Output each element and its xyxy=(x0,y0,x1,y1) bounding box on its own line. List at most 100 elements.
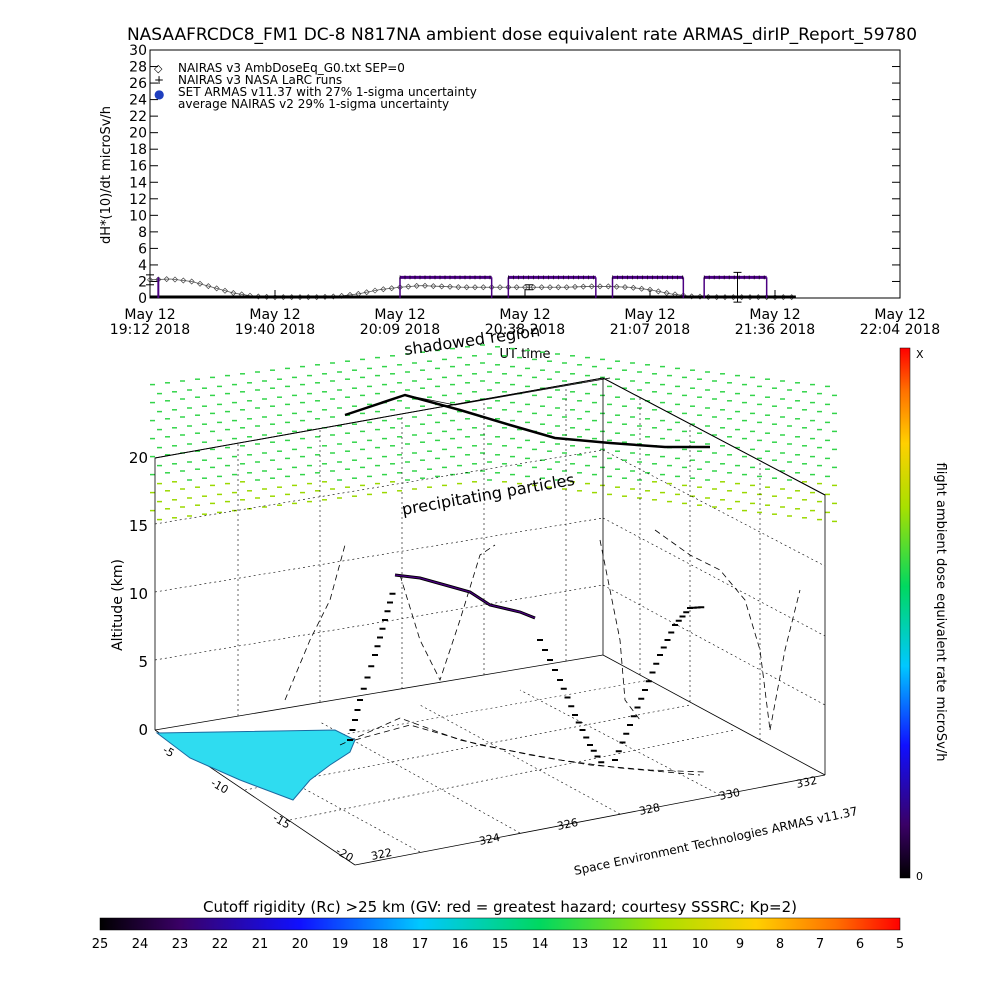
altitude-tick-label: 10 xyxy=(129,585,148,603)
nairas-point xyxy=(147,276,153,283)
x-tick-label-time: 21:07 2018 xyxy=(610,322,690,338)
x-tick-label-time: 20:09 2018 xyxy=(360,322,440,338)
nairas-point xyxy=(663,290,670,297)
nairas-point xyxy=(530,284,537,291)
nairas-point xyxy=(213,285,220,292)
x3d-tick-label: 328 xyxy=(638,801,661,818)
rigidity-tick-label: 5 xyxy=(896,937,904,952)
nairas-point xyxy=(363,289,370,296)
y-tick-label: 30 xyxy=(129,43,147,59)
legend-symbol-3: ● xyxy=(154,87,164,101)
nairas-point xyxy=(472,284,478,291)
dose-colorbar-bottom-label: 0 xyxy=(916,870,923,883)
x3d-tick-label: 326 xyxy=(556,816,579,833)
nairas-point xyxy=(222,287,228,294)
y-tick-label: 22 xyxy=(129,109,147,125)
drop-line xyxy=(284,544,346,701)
rigidity-tick-label: 9 xyxy=(736,937,744,952)
rigidity-tick-label: 19 xyxy=(332,937,349,952)
nairas-point xyxy=(455,284,462,291)
y3d-tick-label: -20 xyxy=(334,844,356,864)
flight-markers xyxy=(347,592,705,764)
altitude-tick-label: 20 xyxy=(129,449,148,467)
y-tick-label: 2 xyxy=(138,274,147,290)
rigidity-tick-label: 10 xyxy=(692,937,709,952)
x-tick-label-time: 21:36 2018 xyxy=(735,322,815,338)
nairas-point xyxy=(447,283,453,290)
nairas-point xyxy=(630,284,637,291)
y-tick-label: 20 xyxy=(129,126,147,142)
rigidity-colorbar-ticks: 25 24 23 22 21 20 19 18 17 16 15 14 13 12 11 10 9 8 7 6 5 xyxy=(92,937,904,952)
nairas-point xyxy=(647,286,653,293)
nairas-point xyxy=(163,276,170,283)
x3d-tick-label: 322 xyxy=(370,846,393,863)
nairas-point xyxy=(655,288,662,295)
nairas-point xyxy=(188,278,195,285)
nairas-point xyxy=(580,283,587,290)
top-track-dashes xyxy=(404,377,611,406)
y-tick-label: 14 xyxy=(129,175,147,191)
rigidity-tick-label: 21 xyxy=(252,937,269,952)
y-tick-label: 0 xyxy=(138,291,147,307)
flight-path-3d-highlight xyxy=(394,574,536,619)
x-tick-label-date: May 12 xyxy=(874,307,925,323)
nairas-point xyxy=(488,284,495,291)
grid-line xyxy=(602,517,826,637)
nairas-point xyxy=(197,280,203,287)
dashed-tracks xyxy=(284,529,801,776)
legend-label-2: NAIRAS v3 NASA LaRC runs xyxy=(178,73,342,87)
nairas-point xyxy=(388,285,395,292)
nairas-point xyxy=(638,285,645,292)
rigidity-tick-label: 23 xyxy=(172,937,189,952)
rigidity-tick-label: 24 xyxy=(132,937,149,952)
grid-line xyxy=(602,449,826,567)
nairas-point xyxy=(463,284,470,291)
top-track-projection xyxy=(154,377,826,496)
y-tick-label: 8 xyxy=(138,225,147,241)
rigidity-tick-label: 25 xyxy=(92,937,109,952)
y-tick-label: 28 xyxy=(129,60,147,76)
x-tick-label-date: May 12 xyxy=(749,307,800,323)
floor-right-edge xyxy=(354,774,826,866)
x-tick-label-time: 19:12 2018 xyxy=(110,322,190,338)
rigidity-region xyxy=(155,729,356,801)
grid-line xyxy=(214,739,421,853)
nairas-point xyxy=(438,283,445,290)
nairas-point xyxy=(588,283,595,290)
timeseries-y-axis-label: dH*(10)/dt microSv/h xyxy=(99,106,114,244)
altitude-tick-label: 0 xyxy=(138,721,148,739)
nairas-point xyxy=(547,284,553,291)
y-tick-label: 6 xyxy=(138,241,147,257)
rigidity-tick-label: 8 xyxy=(776,937,784,952)
x3d-tick-label: 332 xyxy=(795,774,818,791)
timeseries-series xyxy=(146,271,796,303)
y-tick-label: 26 xyxy=(129,76,147,92)
rigidity-tick-label: 11 xyxy=(652,937,669,952)
timeseries-legend: ◇ NAIRAS v3 AmbDoseEq_G0.txt SEP=0 + NAI… xyxy=(154,61,477,111)
rigidity-colorbar xyxy=(99,917,901,931)
grid-line xyxy=(154,584,604,661)
nairas-point xyxy=(422,282,428,289)
nairas-point xyxy=(555,284,562,291)
x3d-tick-label: 330 xyxy=(718,786,741,803)
legend-label-3: SET ARMAS v11.37 with 27% 1-sigma uncert… xyxy=(178,85,477,99)
dose-colorbar xyxy=(899,347,911,879)
timeseries-x-axis-label: UT time xyxy=(500,347,551,362)
rigidity-tick-label: 12 xyxy=(612,937,629,952)
legend-label-1: NAIRAS v3 AmbDoseEq_G0.txt SEP=0 xyxy=(178,61,405,75)
grid-line xyxy=(154,449,604,525)
rigidity-colorbar-title: Cutoff rigidity (Rc) >25 km (GV: red = g… xyxy=(203,898,797,916)
nairas-point xyxy=(205,283,212,290)
nairas-point xyxy=(513,284,520,291)
nairas-point xyxy=(405,283,412,290)
nairas-point xyxy=(180,277,187,284)
drop-line xyxy=(399,544,496,682)
rigidity-tick-label: 15 xyxy=(492,937,509,952)
rigidity-tick-label: 22 xyxy=(212,937,229,952)
legend-symbol-2: + xyxy=(154,73,164,87)
nairas-point xyxy=(172,276,178,283)
nairas-point xyxy=(622,284,628,291)
drop-line xyxy=(654,529,771,731)
